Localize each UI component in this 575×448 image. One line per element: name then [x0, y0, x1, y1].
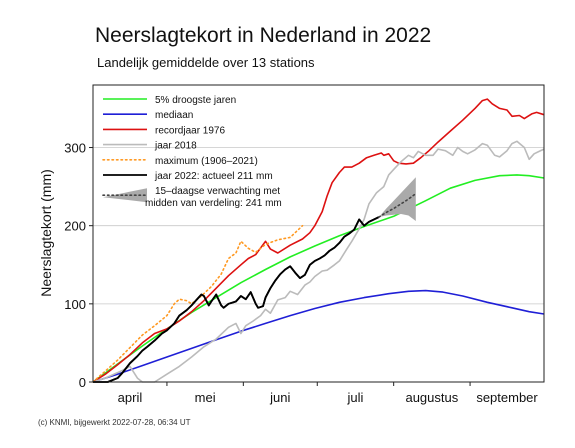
plot-frame [92, 84, 545, 383]
legend-label-y2018: jaar 2018 [154, 141, 197, 152]
legend-label-max: maximum (1906–2021) [155, 156, 258, 167]
y-tick-label: 0 [79, 375, 86, 390]
month-label: april [118, 390, 143, 405]
series-line-median [92, 289, 545, 383]
series-line-y2018 [92, 140, 545, 383]
chart-title: Neerslagtekort in Nederland in 2022 [95, 24, 432, 47]
legend-label-y2022: jaar 2022: actueel 211 mm [154, 171, 273, 182]
series-line-y2022-top [93, 216, 380, 383]
y-tick-label: 300 [64, 141, 86, 156]
legend-label-forecast-2: midden van verdeling: 241 mm [145, 198, 282, 209]
legend-label-median: mediaan [155, 110, 193, 121]
y-tick-label: 200 [64, 219, 86, 234]
forecast-band [378, 177, 416, 221]
forecast-median-line [378, 192, 417, 218]
month-label: juni [269, 390, 290, 405]
month-label: juli [347, 390, 364, 405]
month-label: september [476, 390, 538, 405]
plot-background [93, 85, 544, 382]
y-tick-label: 100 [64, 297, 86, 312]
series-line-max [92, 224, 304, 383]
chart-subtitle: Landelijk gemiddelde over 13 stations [97, 55, 315, 70]
legend: 5% droogste jaren mediaan recordjaar 1976 j… [102, 95, 282, 209]
legend-label-r1976: recordjaar 1976 [155, 125, 225, 136]
month-label: augustus [405, 390, 458, 405]
y-axis-label: Neerslagtekort (mm) [38, 169, 54, 297]
series-line-r1976 [92, 98, 545, 383]
legend-label-forecast-1: 15–daagse verwachting met [155, 186, 280, 197]
footer-credit: (c) KNMI, bijgewerkt 2022-07-28, 06:34 U… [38, 418, 191, 427]
legend-label-p5: 5% droogste jaren [155, 95, 236, 106]
month-label: mei [195, 390, 216, 405]
